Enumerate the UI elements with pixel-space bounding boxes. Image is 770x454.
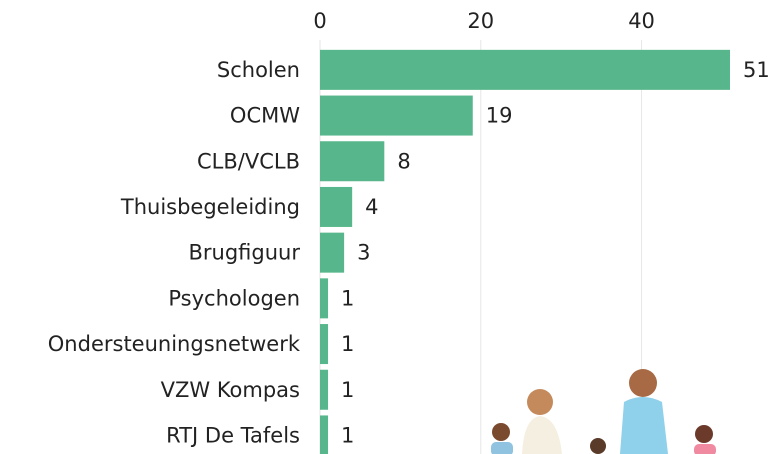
value-label: 8 — [397, 149, 410, 173]
bar — [320, 187, 352, 227]
y-tick-label: OCMW — [230, 104, 300, 128]
y-tick-label: RTJ De Tafels — [166, 423, 300, 447]
x-tick-label: 0 — [313, 9, 326, 33]
bar — [320, 415, 328, 454]
value-label: 4 — [365, 195, 378, 219]
bar — [320, 141, 384, 181]
bar — [320, 278, 328, 318]
bar — [320, 50, 730, 90]
value-label: 1 — [341, 286, 354, 310]
bar — [320, 324, 328, 364]
y-tick-label: CLB/VCLB — [197, 149, 300, 173]
illustration — [491, 369, 716, 454]
y-tick-label: Thuisbegeleiding — [120, 195, 300, 219]
value-label: 1 — [341, 332, 354, 356]
value-label: 1 — [341, 423, 354, 447]
bar — [320, 370, 328, 410]
x-tick-label: 40 — [628, 9, 655, 33]
value-label: 51 — [743, 58, 770, 82]
y-tick-label: Ondersteuningsnetwerk — [48, 332, 301, 356]
y-tick-label: Scholen — [217, 58, 300, 82]
bar — [320, 96, 473, 136]
value-label: 19 — [486, 104, 513, 128]
y-tick-label: Psychologen — [168, 286, 300, 310]
chart: 0 20 40 Scholen 51 OCMW 19 CLB/VCLB 8 Thuisbegele… — [0, 0, 770, 454]
bar — [320, 233, 344, 273]
value-label: 3 — [357, 241, 370, 265]
x-tick-label: 20 — [467, 9, 494, 33]
y-tick-label: VZW Kompas — [161, 378, 300, 402]
y-tick-label: Brugfiguur — [189, 241, 301, 265]
value-label: 1 — [341, 378, 354, 402]
